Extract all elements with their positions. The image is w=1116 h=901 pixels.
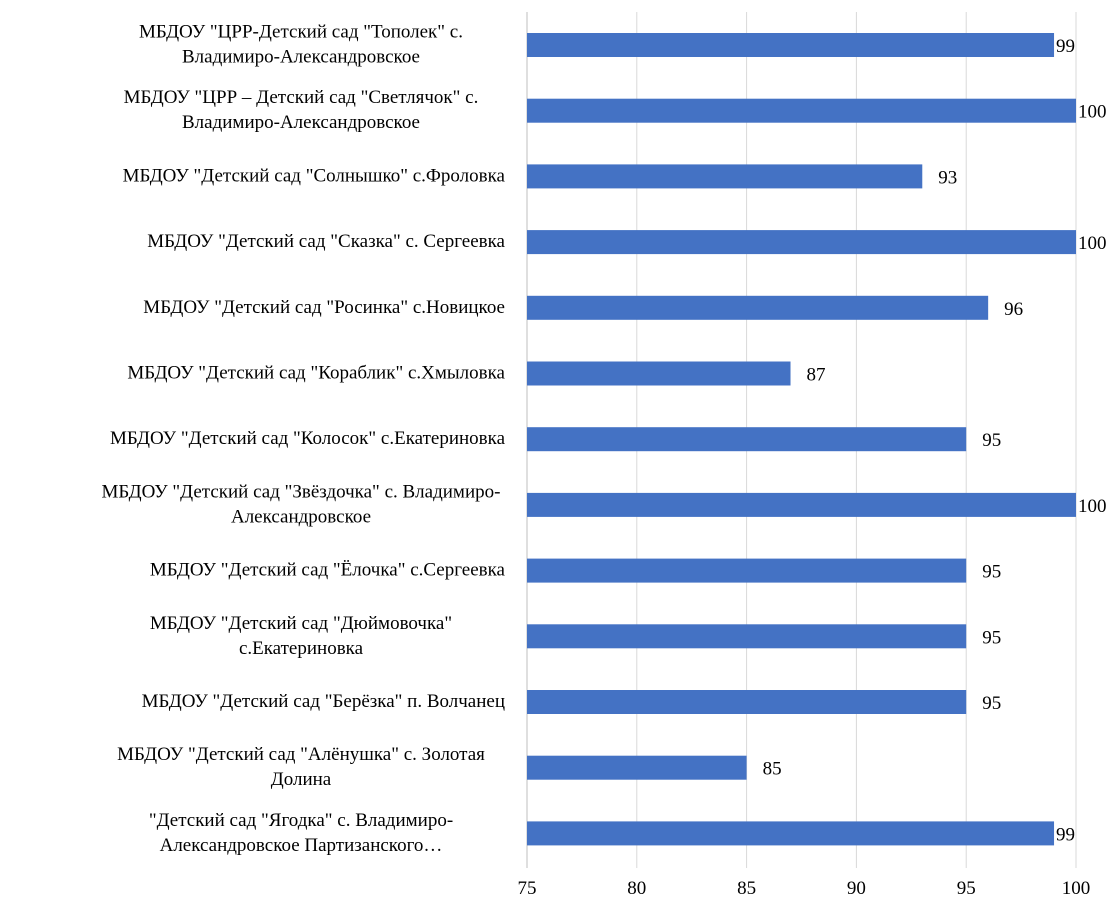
bar <box>527 361 791 386</box>
bar <box>527 624 967 649</box>
bar <box>527 821 1055 846</box>
data-label: 95 <box>982 627 1001 648</box>
bar <box>527 492 1076 517</box>
bar <box>527 230 1076 255</box>
x-tick-label: 75 <box>518 878 537 899</box>
data-label: 93 <box>938 167 957 188</box>
category-labels: МБДОУ "ЦРР-Детский сад "Тополек" с. Влади… <box>102 22 506 856</box>
category-label: МБДОУ "Детский сад "Сказка" с. Сергеевка <box>147 231 505 252</box>
data-label: 85 <box>763 759 782 780</box>
category-label: МБДОУ "Детский сад "Алёнушка" с. Золотая <box>117 744 485 765</box>
bars <box>527 33 1076 846</box>
data-label: 87 <box>807 365 826 386</box>
x-tick-label: 90 <box>847 878 866 899</box>
category-label: МБДОУ "Детский сад "Кораблик" с.Хмыловка <box>127 363 505 384</box>
bar <box>527 558 967 583</box>
bar <box>527 427 967 452</box>
category-label: МБДОУ "Детский сад "Солнышко" с.Фроловка <box>123 165 506 186</box>
category-label: Долина <box>271 769 332 790</box>
data-label: 95 <box>982 430 1001 451</box>
data-label: 96 <box>1004 299 1023 320</box>
category-label: МБДОУ "Детский сад "Колосок" с.Екатерино… <box>110 428 506 449</box>
bar <box>527 33 1055 57</box>
category-label: "Детский сад "Ягодка" с. Владимиро- <box>149 810 453 831</box>
bar <box>527 295 989 320</box>
category-label: с.Екатериновка <box>239 638 364 659</box>
category-label: МБДОУ "Детский сад "Росинка" с.Новицкое <box>143 297 505 318</box>
category-label: МБДОУ "Детский сад "Берёзка" п. Волчанец <box>142 691 505 712</box>
x-tick-label: 100 <box>1062 878 1091 899</box>
bar <box>527 164 923 189</box>
data-label: 99 <box>1056 36 1075 57</box>
x-axis-ticks: 75 80 85 90 95 100 <box>518 878 1091 899</box>
x-tick-label: 80 <box>627 878 646 899</box>
category-label: Владимиро-Александровское <box>182 47 420 68</box>
category-label: МБДОУ "Детский сад "Дюймовочка" <box>150 613 452 634</box>
data-label: 100 <box>1078 233 1107 254</box>
data-label: 99 <box>1056 824 1075 845</box>
data-labels: 99 100 93 100 96 87 95 100 95 95 95 85 99 <box>763 36 1107 845</box>
data-label: 100 <box>1078 496 1107 517</box>
category-label: МБДОУ "ЦРР – Детский сад "Светлячок" с. <box>124 87 479 108</box>
x-tick-label: 95 <box>957 878 976 899</box>
data-label: 95 <box>982 693 1001 714</box>
category-label: Владимиро-Александровское <box>182 112 420 133</box>
category-label: МБДОУ "Детский сад "Звёздочка" с. Владим… <box>102 481 501 502</box>
bar <box>527 98 1076 123</box>
category-label: МБДОУ "ЦРР-Детский сад "Тополек" с. <box>139 22 463 43</box>
x-tick-label: 85 <box>737 878 756 899</box>
bar <box>527 690 967 714</box>
bar <box>527 755 747 780</box>
category-label: Александровское Партизанского… <box>160 835 443 856</box>
data-label: 95 <box>982 562 1001 583</box>
data-label: 100 <box>1078 102 1107 123</box>
category-label: МБДОУ "Детский сад "Ёлочка" с.Сергеевка <box>150 560 506 581</box>
category-label: Александровское <box>231 506 371 527</box>
